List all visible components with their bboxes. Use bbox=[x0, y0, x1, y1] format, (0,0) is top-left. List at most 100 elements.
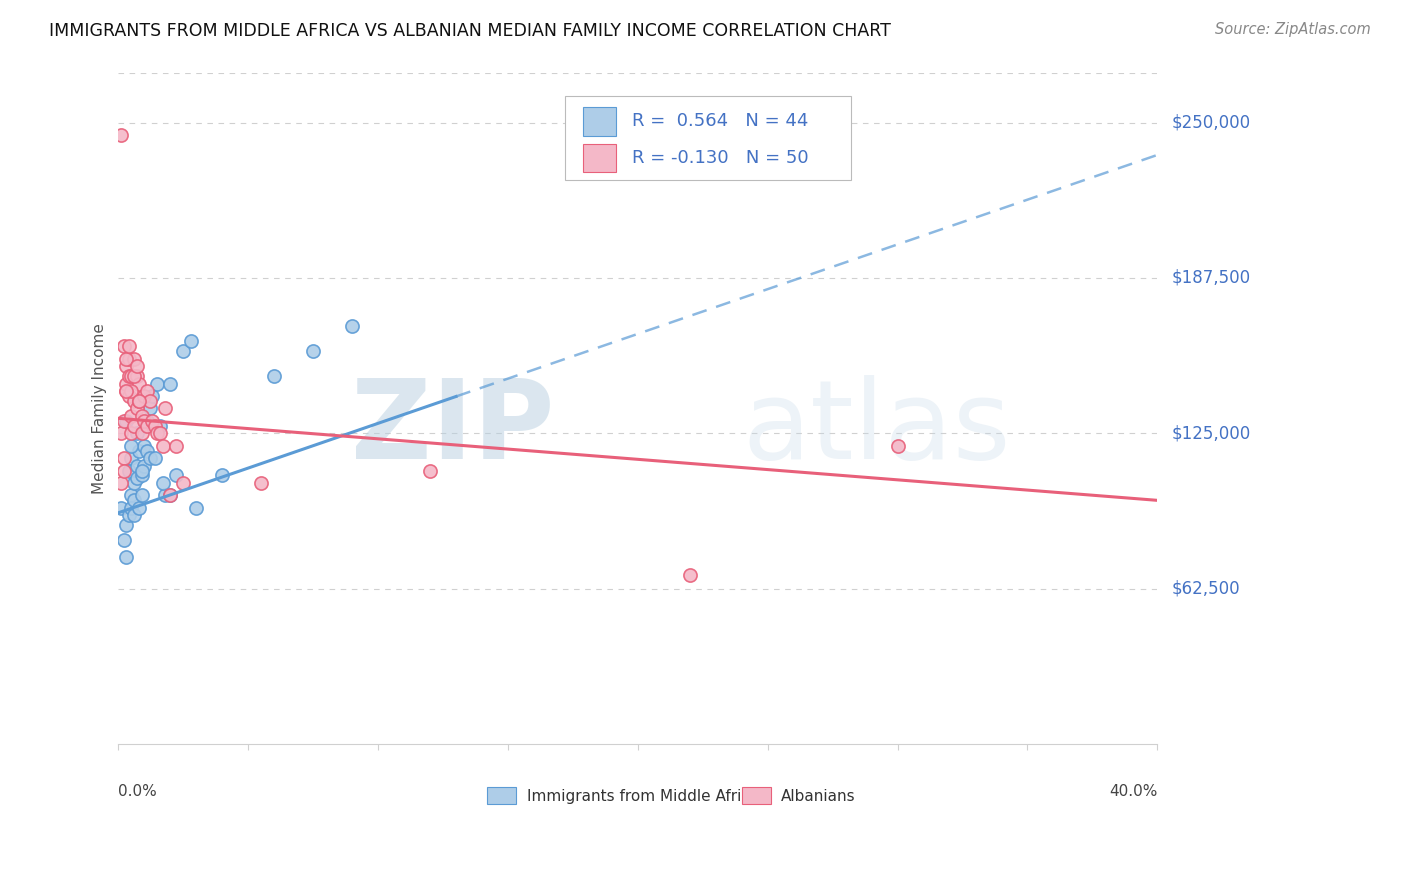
Point bbox=[115, 550, 138, 565]
Text: 40.0%: 40.0% bbox=[1109, 784, 1157, 799]
Point bbox=[125, 458, 148, 473]
Point bbox=[134, 458, 156, 473]
Point bbox=[136, 414, 159, 428]
Point bbox=[115, 384, 138, 398]
Point bbox=[118, 351, 141, 366]
Point bbox=[122, 418, 145, 433]
Point bbox=[128, 376, 150, 391]
Point bbox=[131, 409, 153, 423]
Point bbox=[122, 475, 145, 490]
Point bbox=[165, 468, 187, 483]
Point bbox=[115, 359, 138, 373]
Point bbox=[153, 401, 176, 416]
Point bbox=[186, 500, 208, 515]
Point bbox=[110, 475, 132, 490]
Point bbox=[120, 488, 142, 502]
Point bbox=[138, 451, 160, 466]
Point bbox=[110, 128, 132, 142]
Text: 0.0%: 0.0% bbox=[118, 784, 157, 799]
FancyBboxPatch shape bbox=[583, 107, 616, 136]
Point bbox=[128, 393, 150, 408]
Point bbox=[125, 369, 148, 384]
Point bbox=[131, 468, 153, 483]
Point bbox=[141, 414, 163, 428]
Point bbox=[180, 334, 202, 349]
Point bbox=[149, 426, 172, 441]
Point bbox=[131, 488, 153, 502]
Point bbox=[128, 500, 150, 515]
Text: $62,500: $62,500 bbox=[1171, 580, 1240, 598]
Point bbox=[146, 376, 169, 391]
Point bbox=[159, 488, 181, 502]
Point bbox=[136, 443, 159, 458]
Point bbox=[134, 389, 156, 403]
Point bbox=[152, 475, 174, 490]
Point bbox=[152, 439, 174, 453]
Text: $250,000: $250,000 bbox=[1171, 113, 1250, 132]
Point bbox=[118, 463, 141, 477]
Point bbox=[149, 418, 172, 433]
Point bbox=[112, 339, 135, 353]
Point bbox=[141, 389, 163, 403]
Text: atlas: atlas bbox=[742, 375, 1011, 482]
Point bbox=[679, 567, 702, 582]
Point bbox=[125, 426, 148, 441]
Point bbox=[122, 508, 145, 523]
Point bbox=[138, 401, 160, 416]
Point bbox=[125, 401, 148, 416]
Point bbox=[138, 393, 160, 408]
Point bbox=[120, 500, 142, 515]
Point bbox=[122, 393, 145, 408]
Point bbox=[115, 414, 138, 428]
Point bbox=[118, 339, 141, 353]
Text: IMMIGRANTS FROM MIDDLE AFRICA VS ALBANIAN MEDIAN FAMILY INCOME CORRELATION CHART: IMMIGRANTS FROM MIDDLE AFRICA VS ALBANIA… bbox=[49, 22, 891, 40]
Point bbox=[120, 439, 142, 453]
Point bbox=[250, 475, 273, 490]
Point bbox=[143, 418, 166, 433]
Point bbox=[112, 414, 135, 428]
Point bbox=[143, 451, 166, 466]
Point bbox=[115, 518, 138, 533]
Point bbox=[134, 439, 156, 453]
Point bbox=[112, 451, 135, 466]
Point bbox=[159, 376, 181, 391]
Text: ZIP: ZIP bbox=[352, 375, 555, 482]
Point bbox=[153, 488, 176, 502]
Point bbox=[118, 508, 141, 523]
Text: R =  0.564   N = 44: R = 0.564 N = 44 bbox=[631, 112, 808, 130]
Point bbox=[172, 475, 194, 490]
Point bbox=[340, 319, 363, 334]
Point bbox=[120, 369, 142, 384]
FancyBboxPatch shape bbox=[742, 788, 770, 805]
Point bbox=[120, 451, 142, 466]
Point bbox=[115, 351, 138, 366]
Text: Source: ZipAtlas.com: Source: ZipAtlas.com bbox=[1215, 22, 1371, 37]
Point bbox=[165, 439, 187, 453]
Point bbox=[263, 369, 285, 384]
Point bbox=[136, 418, 159, 433]
Point bbox=[125, 471, 148, 485]
Point bbox=[115, 384, 138, 398]
Point bbox=[136, 384, 159, 398]
Point bbox=[120, 426, 142, 441]
Point bbox=[134, 414, 156, 428]
FancyBboxPatch shape bbox=[565, 96, 851, 180]
Text: Albanians: Albanians bbox=[782, 789, 856, 804]
Point bbox=[125, 359, 148, 373]
Text: Immigrants from Middle Africa: Immigrants from Middle Africa bbox=[527, 789, 759, 804]
Point bbox=[159, 488, 181, 502]
Text: $187,500: $187,500 bbox=[1171, 269, 1250, 287]
Point bbox=[172, 344, 194, 359]
Point bbox=[419, 463, 441, 477]
Point bbox=[131, 426, 153, 441]
Point bbox=[118, 369, 141, 384]
Point bbox=[128, 393, 150, 408]
Point bbox=[122, 351, 145, 366]
Text: $125,000: $125,000 bbox=[1171, 425, 1250, 442]
Point bbox=[122, 493, 145, 508]
Point bbox=[122, 369, 145, 384]
FancyBboxPatch shape bbox=[583, 144, 616, 172]
Point bbox=[120, 409, 142, 423]
Point bbox=[110, 500, 132, 515]
Point bbox=[112, 463, 135, 477]
